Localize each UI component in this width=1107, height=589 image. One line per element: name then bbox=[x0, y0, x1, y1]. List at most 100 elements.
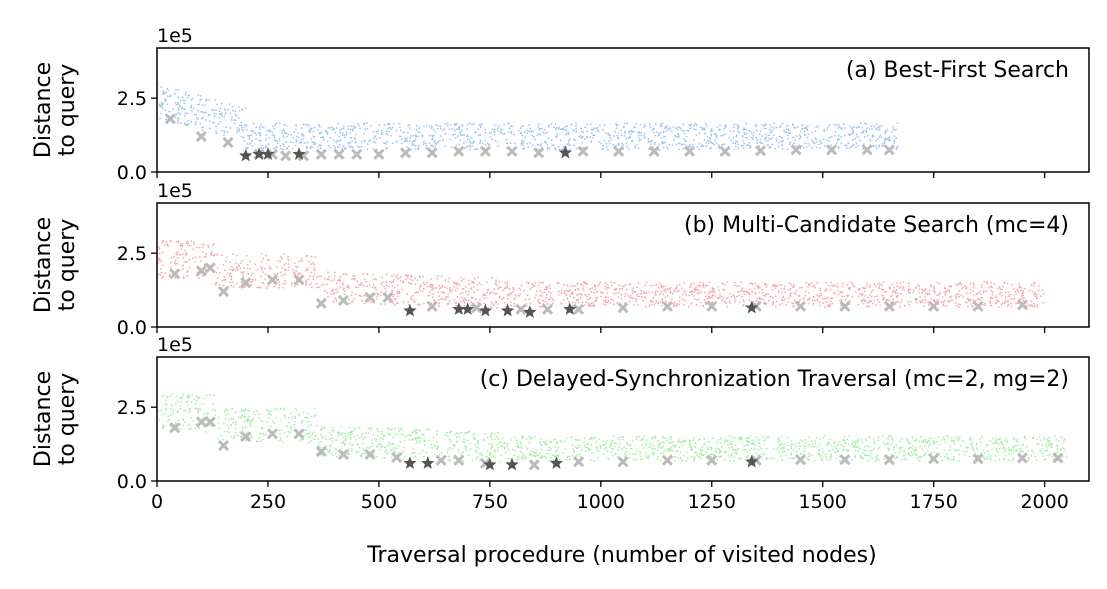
visited-dot bbox=[185, 242, 188, 244]
plot-frame bbox=[156, 47, 1090, 173]
visited-dot bbox=[273, 273, 276, 276]
visited-dot bbox=[202, 251, 204, 254]
visited-dot bbox=[577, 293, 580, 295]
visited-dot bbox=[419, 285, 422, 288]
visited-dot bbox=[595, 440, 598, 443]
visited-dot bbox=[668, 143, 671, 146]
visited-dot bbox=[882, 298, 884, 301]
visited-dot bbox=[200, 117, 203, 120]
visited-dot bbox=[873, 448, 875, 450]
visited-dot bbox=[785, 303, 787, 306]
visited-dot bbox=[516, 458, 518, 461]
visited-dot bbox=[271, 125, 274, 128]
visited-dot bbox=[826, 443, 828, 446]
visited-dot bbox=[231, 407, 234, 410]
visited-dot bbox=[582, 289, 585, 291]
cross-marker bbox=[613, 145, 625, 157]
visited-dot bbox=[653, 127, 655, 130]
visited-dot bbox=[407, 124, 410, 127]
visited-dot bbox=[853, 126, 855, 128]
visited-dot bbox=[905, 459, 907, 461]
visited-dot bbox=[234, 269, 237, 271]
visited-dot bbox=[243, 271, 246, 273]
visited-dot bbox=[526, 132, 529, 135]
visited-dot bbox=[647, 140, 650, 143]
visited-dot bbox=[894, 292, 897, 295]
visited-dot bbox=[488, 132, 491, 134]
visited-dot bbox=[674, 444, 677, 447]
visited-dot bbox=[209, 120, 211, 122]
visited-dot bbox=[552, 439, 555, 441]
visited-dot bbox=[704, 453, 706, 456]
visited-dot bbox=[664, 296, 667, 299]
visited-dot bbox=[191, 97, 194, 100]
visited-dot bbox=[748, 141, 751, 144]
visited-dot bbox=[719, 449, 721, 451]
visited-dot bbox=[416, 279, 419, 281]
visited-dot bbox=[700, 128, 703, 131]
visited-dot bbox=[309, 127, 312, 129]
visited-dot bbox=[857, 289, 860, 291]
visited-dot bbox=[765, 457, 768, 459]
visited-dot bbox=[593, 284, 596, 287]
visited-dot bbox=[576, 454, 579, 456]
visited-dot bbox=[683, 300, 686, 302]
visited-dot bbox=[739, 301, 741, 303]
visited-dot bbox=[841, 295, 843, 298]
visited-dot bbox=[506, 283, 509, 286]
visited-dot bbox=[440, 135, 442, 137]
visited-dot bbox=[954, 294, 957, 296]
cross-marker bbox=[195, 265, 207, 277]
visited-dot bbox=[164, 399, 167, 402]
visited-dot bbox=[605, 146, 608, 149]
visited-dot bbox=[279, 439, 282, 441]
visited-dot bbox=[677, 135, 680, 137]
visited-dot bbox=[186, 240, 188, 243]
visited-dot bbox=[636, 295, 639, 298]
visited-dot bbox=[283, 124, 285, 126]
visited-dot bbox=[452, 133, 455, 136]
visited-dot bbox=[580, 283, 583, 286]
visited-dot bbox=[504, 281, 507, 284]
visited-dot bbox=[644, 297, 647, 299]
visited-dot bbox=[546, 303, 549, 305]
visited-dot bbox=[379, 137, 382, 139]
visited-dot bbox=[177, 240, 180, 242]
visited-dot bbox=[710, 128, 713, 131]
visited-dot bbox=[1020, 298, 1023, 301]
visited-dot bbox=[427, 295, 429, 297]
visited-dot bbox=[453, 124, 455, 126]
visited-dot bbox=[310, 271, 312, 274]
visited-dot bbox=[551, 302, 554, 305]
visited-dot bbox=[159, 267, 162, 270]
visited-dot bbox=[471, 459, 474, 462]
visited-dot bbox=[815, 126, 818, 129]
visited-dot bbox=[496, 284, 498, 286]
visited-dot bbox=[717, 145, 720, 148]
visited-dot bbox=[804, 290, 807, 293]
visited-dot bbox=[532, 144, 534, 147]
visited-dot bbox=[383, 142, 385, 145]
visited-dot bbox=[644, 284, 647, 287]
visited-dot bbox=[360, 295, 363, 298]
cross-marker bbox=[706, 300, 718, 312]
visited-dot bbox=[758, 286, 761, 289]
visited-dot bbox=[863, 290, 866, 293]
visited-dot bbox=[215, 125, 217, 128]
visited-dot bbox=[380, 133, 383, 136]
visited-dot bbox=[414, 430, 417, 433]
visited-dot bbox=[896, 295, 898, 298]
visited-dot bbox=[530, 450, 533, 453]
visited-dot bbox=[918, 285, 921, 288]
visited-dot bbox=[260, 419, 262, 422]
visited-dot bbox=[528, 435, 530, 438]
visited-dot bbox=[911, 445, 914, 448]
visited-dot bbox=[220, 102, 223, 105]
visited-dot bbox=[453, 433, 456, 436]
visited-dot bbox=[229, 281, 231, 284]
visited-dot bbox=[391, 448, 394, 451]
visited-dot bbox=[807, 436, 810, 439]
visited-dot bbox=[400, 433, 403, 435]
visited-dot bbox=[602, 303, 605, 305]
visited-dot bbox=[434, 140, 436, 143]
